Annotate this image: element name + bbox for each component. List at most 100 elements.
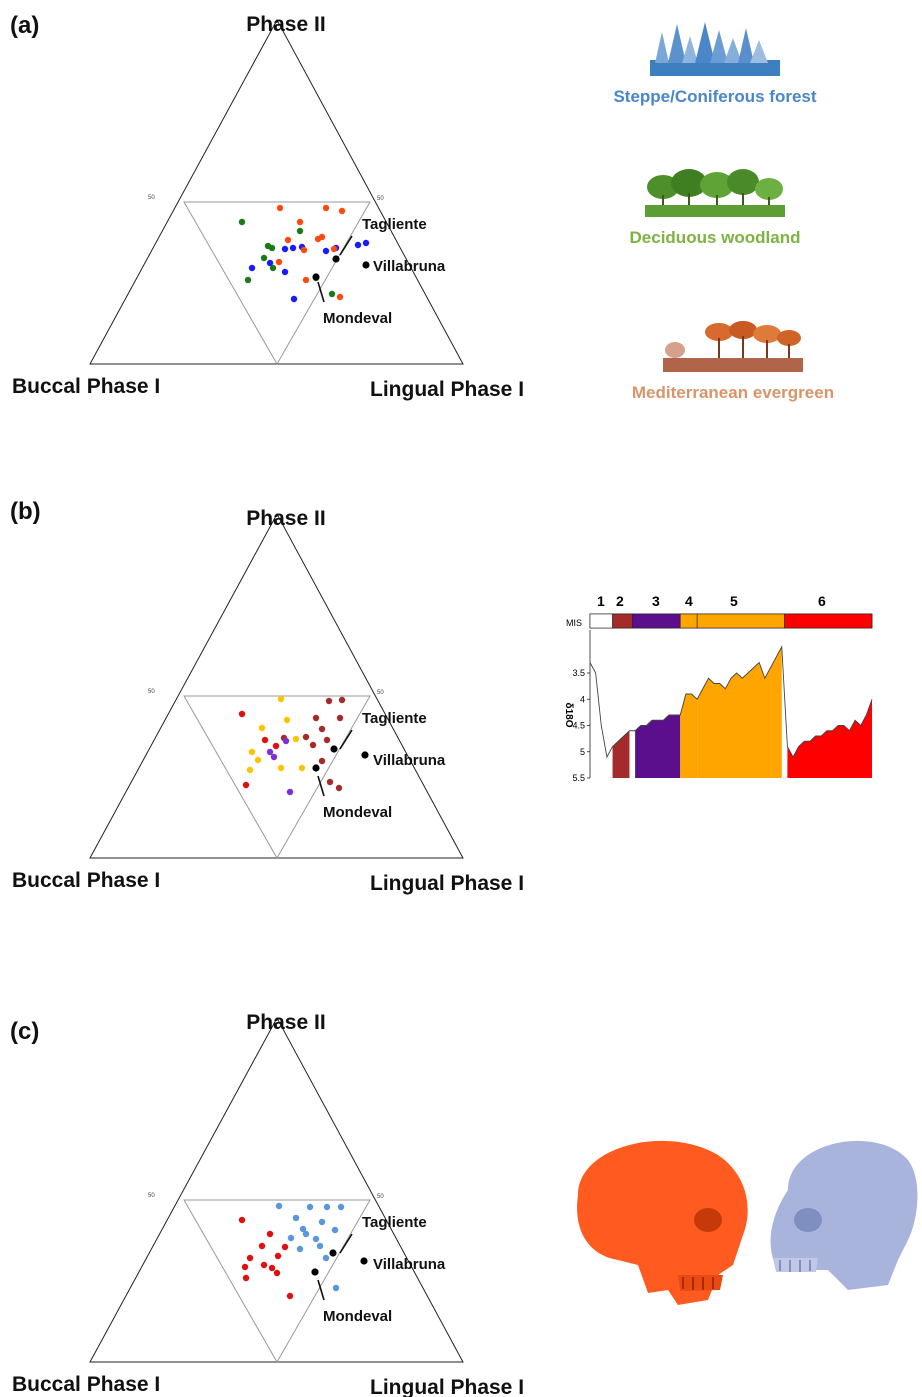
biome-deciduous: Deciduous woodland: [590, 165, 840, 248]
data-point: [261, 736, 269, 744]
mis-y-axis-title: δ18O: [563, 703, 574, 728]
data-point: [296, 218, 304, 226]
data-point: [326, 778, 334, 786]
data-point: [330, 245, 338, 253]
data-point: [270, 753, 278, 761]
corner-label-right: Lingual Phase I: [370, 872, 524, 895]
data-point: [300, 246, 308, 254]
ternary-inner-triangle: [183, 1199, 371, 1364]
neanderthal-skull: [577, 1140, 748, 1305]
tick-label-50-left: 50: [148, 689, 155, 695]
mis-stage-number: 5: [730, 593, 738, 609]
data-point: [274, 1252, 282, 1260]
mis-stage-area: [612, 730, 630, 778]
data-point: [318, 757, 326, 765]
data-point: [248, 264, 256, 272]
mis-stage-number: 4: [685, 593, 693, 609]
data-point: [312, 1235, 320, 1243]
data-point: [242, 1274, 250, 1282]
mis-y-tick-label: 5: [580, 747, 585, 757]
mis-y-tick-label: 4: [580, 694, 585, 704]
data-point: [246, 766, 254, 774]
mondeval-leader-line: [317, 1279, 325, 1301]
data-point: [254, 756, 262, 764]
data-point: [309, 741, 317, 749]
mis-y-tick-label: 5.5: [572, 773, 585, 783]
tick-label-50-right: 50: [377, 690, 384, 696]
data-point: [338, 696, 346, 704]
data-point: [296, 227, 304, 235]
data-point: [312, 764, 320, 772]
corner-label-left: Buccal Phase I: [12, 869, 160, 892]
mondeval-leader-line: [317, 281, 325, 303]
data-point: [298, 764, 306, 772]
data-point: [322, 1254, 330, 1262]
data-point: [302, 276, 310, 284]
data-point: [241, 1263, 249, 1271]
data-point: [284, 236, 292, 244]
mis-stage-area: [635, 715, 681, 778]
data-point: [292, 735, 300, 743]
data-point: [283, 716, 291, 724]
data-point: [329, 1249, 337, 1257]
data-point: [330, 745, 338, 753]
corner-label-right: Lingual Phase I: [370, 1376, 524, 1397]
data-point: [332, 255, 340, 263]
data-point: [273, 1269, 281, 1277]
mondeval-leader-line: [317, 775, 325, 797]
site-label-villabruna: Villabruna: [373, 752, 446, 769]
data-point: [331, 1226, 339, 1234]
data-point: [268, 244, 276, 252]
site-label-tagliente: Tagliente: [362, 1214, 427, 1231]
corner-label-top: Phase II: [246, 13, 325, 36]
data-point: [302, 733, 310, 741]
mis-stage-band: [784, 613, 873, 629]
ternary-plot-b: 50 50 Phase II Buccal Phase I Lingual Phase …: [12, 507, 524, 895]
data-point: [277, 764, 285, 772]
tick-label-50-left: 50: [148, 1193, 155, 1199]
data-point: [362, 239, 370, 247]
data-point: [281, 268, 289, 276]
panel-label: (a): [10, 12, 40, 39]
data-point: [286, 1292, 294, 1300]
mis-y-tick-label: 4.5: [572, 721, 585, 731]
site-label-tagliente: Tagliente: [362, 216, 427, 233]
data-point: [312, 714, 320, 722]
data-point: [248, 748, 256, 756]
data-point: [238, 710, 246, 718]
site-label-mondeval: Mondeval: [323, 1308, 392, 1325]
data-point: [275, 258, 283, 266]
legend-label-mediterranean: Mediterranean evergreen: [631, 383, 835, 402]
data-point: [268, 1264, 276, 1272]
corner-label-left: Buccal Phase I: [12, 1373, 160, 1396]
data-point: [360, 1257, 368, 1265]
data-point: [238, 1216, 246, 1224]
data-point: [312, 273, 320, 281]
data-point: [323, 736, 331, 744]
data-point: [266, 1230, 274, 1238]
data-point: [328, 290, 336, 298]
data-point: [322, 204, 330, 212]
data-point: [338, 207, 346, 215]
data-point: [292, 1214, 300, 1222]
data-point: [318, 1218, 326, 1226]
corner-label-right: Lingual Phase I: [370, 378, 524, 401]
data-point: [354, 241, 362, 249]
data-point: [286, 788, 294, 796]
mis-y-tick-label: 3.5: [572, 668, 585, 678]
data-point: [246, 1254, 254, 1262]
data-point: [258, 724, 266, 732]
data-point: [311, 1268, 319, 1276]
data-point: [277, 695, 285, 703]
corner-label-left: Buccal Phase I: [12, 375, 160, 398]
data-point: [336, 714, 344, 722]
delta-o18-curve: [589, 645, 873, 759]
data-point: [336, 293, 344, 301]
steppe-forest-icon: [650, 22, 780, 76]
data-point: [314, 235, 322, 243]
data-point: [275, 1202, 283, 1210]
mis-stage-number: 2: [616, 593, 624, 609]
data-point: [266, 259, 274, 267]
data-point: [276, 204, 284, 212]
data-point: [362, 261, 370, 269]
